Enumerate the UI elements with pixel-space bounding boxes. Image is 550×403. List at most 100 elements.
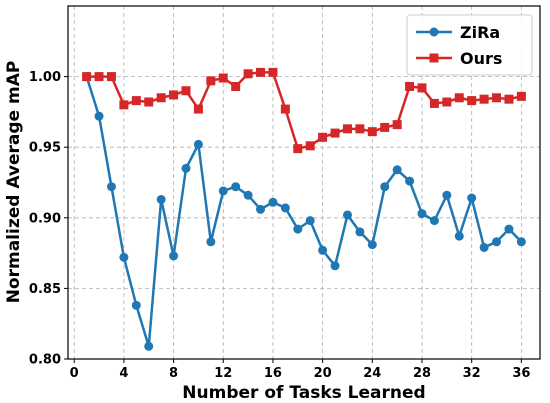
data-point-ours bbox=[119, 100, 129, 110]
legend: ZiRa Ours bbox=[406, 14, 533, 76]
y-tick-label: 0.90 bbox=[29, 211, 61, 226]
plot-frame bbox=[67, 5, 541, 360]
data-point-ours bbox=[318, 132, 328, 142]
x-tick-label: 12 bbox=[214, 366, 232, 381]
x-tick-label: 32 bbox=[463, 366, 481, 381]
data-point-ours bbox=[405, 81, 415, 91]
x-tick-label: 16 bbox=[264, 366, 282, 381]
data-point-zira bbox=[169, 251, 179, 261]
x-tick-label: 4 bbox=[119, 366, 128, 381]
data-point-ours bbox=[218, 73, 228, 83]
data-point-zira bbox=[119, 252, 129, 262]
data-point-ours bbox=[268, 67, 278, 77]
series-layer bbox=[82, 67, 526, 351]
data-point-zira bbox=[144, 341, 154, 351]
data-point-zira bbox=[355, 227, 365, 237]
legend-label-ours: Ours bbox=[460, 49, 502, 68]
data-point-ours bbox=[504, 94, 514, 104]
data-point-ours bbox=[293, 144, 303, 154]
data-point-ours bbox=[256, 67, 266, 77]
data-point-ours bbox=[131, 96, 141, 106]
data-point-zira bbox=[516, 237, 526, 247]
data-point-ours bbox=[82, 72, 92, 82]
data-point-zira bbox=[243, 190, 253, 200]
data-point-zira bbox=[131, 300, 141, 310]
data-point-zira bbox=[454, 231, 464, 241]
data-point-ours bbox=[367, 127, 377, 137]
data-point-zira bbox=[330, 261, 340, 271]
data-point-ours bbox=[467, 96, 477, 106]
data-point-ours bbox=[94, 72, 104, 82]
x-axis-label: Number of Tasks Learned bbox=[182, 383, 425, 403]
data-point-ours bbox=[243, 69, 253, 79]
data-point-ours bbox=[330, 128, 340, 138]
x-tick-label: 0 bbox=[70, 366, 79, 381]
data-point-zira bbox=[231, 182, 241, 192]
data-point-ours bbox=[280, 104, 290, 114]
data-point-zira bbox=[429, 216, 439, 226]
x-tick-label: 24 bbox=[363, 366, 381, 381]
y-tick-label: 0.80 bbox=[29, 353, 61, 368]
data-point-ours bbox=[156, 93, 166, 103]
data-point-ours bbox=[193, 104, 203, 114]
data-point-zira bbox=[504, 224, 514, 234]
data-point-zira bbox=[218, 186, 228, 196]
series-ours bbox=[82, 67, 526, 154]
x-tick-label: 8 bbox=[169, 366, 178, 381]
legend-marker-zira bbox=[429, 27, 439, 37]
data-point-zira bbox=[380, 182, 390, 192]
x-tick-label: 36 bbox=[512, 366, 530, 381]
data-point-ours bbox=[492, 93, 502, 103]
data-point-zira bbox=[417, 209, 427, 219]
y-axis-label: Normalized Average mAP bbox=[4, 61, 24, 304]
data-point-zira bbox=[94, 111, 104, 121]
data-point-zira bbox=[193, 139, 203, 149]
data-point-zira bbox=[405, 176, 415, 186]
data-point-zira bbox=[392, 165, 402, 175]
data-point-zira bbox=[206, 237, 216, 247]
legend-label-zira: ZiRa bbox=[460, 23, 500, 42]
y-tick-label: 1.00 bbox=[29, 70, 61, 85]
data-point-ours bbox=[342, 124, 352, 134]
series-zira bbox=[82, 72, 526, 351]
data-point-ours bbox=[106, 72, 116, 82]
series-line-zira bbox=[85, 76, 523, 348]
data-point-zira bbox=[492, 237, 502, 247]
data-point-ours bbox=[231, 81, 241, 91]
data-point-zira bbox=[305, 216, 315, 226]
x-tick-label: 20 bbox=[314, 366, 332, 381]
data-point-zira bbox=[268, 197, 278, 207]
data-point-ours bbox=[479, 94, 489, 104]
data-point-zira bbox=[156, 194, 166, 204]
data-point-ours bbox=[392, 120, 402, 130]
data-point-zira bbox=[479, 242, 489, 252]
axis-ticks: 0 4 8 12 16 20 24 28 32 36 0.80 0.85 0.90 0.95 1.00 bbox=[29, 70, 530, 381]
data-point-ours bbox=[355, 124, 365, 134]
data-point-zira bbox=[318, 245, 328, 255]
data-point-zira bbox=[467, 193, 477, 203]
y-tick-label: 0.85 bbox=[29, 282, 61, 297]
data-point-ours bbox=[305, 141, 315, 151]
data-point-ours bbox=[181, 86, 191, 96]
y-tick-label: 0.95 bbox=[29, 141, 61, 156]
data-point-ours bbox=[144, 97, 154, 107]
data-point-zira bbox=[293, 224, 303, 234]
data-point-zira bbox=[181, 163, 191, 173]
data-point-zira bbox=[280, 203, 290, 213]
data-point-ours bbox=[442, 97, 452, 107]
data-point-ours bbox=[516, 91, 526, 101]
legend-marker-ours bbox=[429, 53, 439, 63]
data-point-ours bbox=[417, 83, 427, 93]
data-point-zira bbox=[442, 190, 452, 200]
x-tick-label: 28 bbox=[413, 366, 431, 381]
data-point-ours bbox=[429, 98, 439, 108]
data-point-zira bbox=[256, 204, 266, 214]
data-point-ours bbox=[454, 93, 464, 103]
data-point-zira bbox=[106, 182, 116, 192]
data-point-zira bbox=[367, 240, 377, 250]
data-point-ours bbox=[380, 122, 390, 132]
data-point-ours bbox=[169, 90, 179, 100]
data-point-zira bbox=[342, 210, 352, 220]
data-point-ours bbox=[206, 76, 216, 86]
